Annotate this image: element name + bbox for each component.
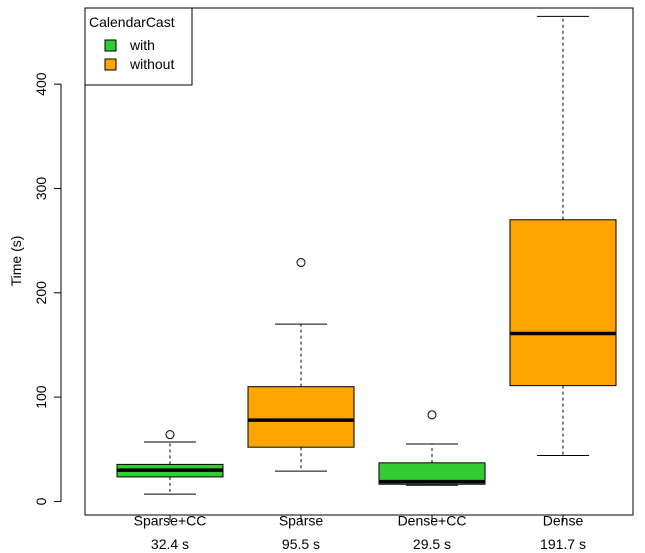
box-dense [509, 15, 617, 457]
box-sparse [247, 258, 355, 472]
boxes-group [116, 15, 617, 495]
y-axis-label: Time (s) [8, 236, 24, 287]
x-tick-label: Sparse+CC [134, 513, 207, 529]
legend-label-with: with [129, 37, 155, 53]
x-tick-sublabel: 32.4 s [151, 536, 189, 552]
legend-title: CalendarCast [89, 14, 175, 30]
outlier-point [296, 258, 306, 268]
outlier-point [427, 410, 437, 420]
y-tick-label: 300 [33, 177, 49, 201]
box-dense-plus-cc [378, 410, 486, 486]
legend-swatch-with [104, 39, 117, 52]
outlier-point [165, 430, 175, 440]
y-tick-label: 100 [33, 385, 49, 409]
y-tick-label: 0 [33, 497, 49, 505]
x-tick-label: Sparse [279, 513, 324, 529]
x-tick-label: Dense+CC [398, 513, 467, 529]
legend-swatch-without [104, 58, 117, 71]
y-tick-label: 200 [33, 281, 49, 305]
axes-group: 0 100 200 300 400 Sparse+CC 32.4 s Sparse 95.5 s… [33, 72, 586, 552]
x-tick-sublabel: 29.5 s [413, 536, 451, 552]
x-tick-sublabel: 191.7 s [540, 536, 586, 552]
iqr-box [247, 386, 355, 448]
x-tick-label: Dense [543, 513, 584, 529]
legend: CalendarCast with without [84, 7, 193, 86]
iqr-box [378, 462, 486, 485]
iqr-box [509, 219, 617, 387]
y-tick-label: 400 [33, 72, 49, 96]
box-sparse-plus-cc [116, 430, 224, 495]
legend-label-without: without [129, 56, 174, 72]
legend-frame [84, 7, 193, 86]
x-tick-sublabel: 95.5 s [282, 536, 320, 552]
